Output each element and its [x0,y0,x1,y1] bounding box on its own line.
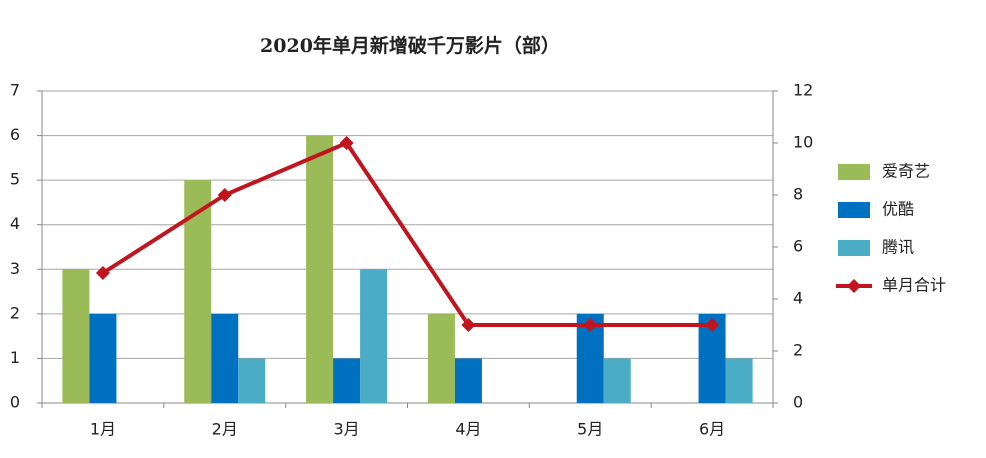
x-tick-label: 3月 [333,420,359,439]
bar [603,358,631,403]
line-marker [95,266,110,280]
bar [333,358,361,403]
x-tick-label: 5月 [577,420,603,439]
line-marker [583,318,598,332]
legend-label: 单月合计 [882,276,946,295]
y-tick-label: 2 [10,303,20,322]
bar [454,358,482,403]
legend-label: 腾讯 [882,238,914,257]
y-tick-label: 7 [10,81,20,100]
y2-tick-label: 12 [793,81,813,100]
y2-tick-label: 2 [793,341,803,360]
line-marker [461,318,476,332]
y-tick-label: 4 [10,214,20,233]
legend-swatch [838,164,870,180]
y-tick-label: 6 [10,125,20,144]
bar [725,358,753,403]
bar [238,358,266,403]
y-tick-label: 1 [10,348,20,367]
legend-marker [847,279,861,293]
x-tick-label: 2月 [212,420,238,439]
line-marker [217,188,232,202]
x-tick-label: 6月 [699,420,725,439]
line [101,140,713,327]
y-tick-label: 0 [10,393,20,412]
legend-swatch [838,202,870,218]
bar [211,313,239,403]
bar [62,269,90,403]
bar [427,313,455,403]
x-tick-label: 1月 [90,420,116,439]
bar [89,313,117,403]
legend-swatch [838,240,870,256]
line-marker [705,318,720,332]
y2-tick-label: 6 [793,237,803,256]
chart-title: 2020年单月新增破千万影片（部） [260,34,560,57]
bar [360,269,388,403]
legend-label: 优酷 [882,200,914,219]
y2-tick-label: 8 [793,185,803,204]
x-tick-label: 4月 [455,420,481,439]
y-tick-label: 5 [10,170,20,189]
y2-tick-label: 10 [793,133,813,152]
line-marker [339,136,354,150]
y2-tick-label: 0 [793,393,803,412]
y-tick-label: 3 [10,259,20,278]
y2-tick-label: 4 [793,289,803,308]
bar [306,135,334,404]
legend-label: 爱奇艺 [882,162,930,181]
